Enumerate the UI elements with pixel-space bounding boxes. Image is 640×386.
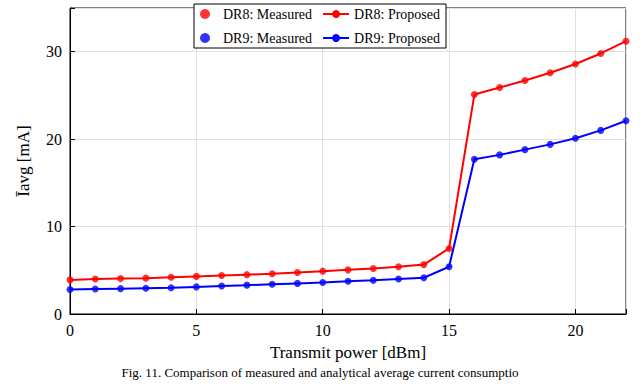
svg-text:0: 0 xyxy=(54,306,62,323)
svg-text:30: 30 xyxy=(46,43,62,60)
svg-text:15: 15 xyxy=(441,322,457,339)
svg-text:DR9: Proposed: DR9: Proposed xyxy=(354,31,440,46)
svg-text:20: 20 xyxy=(567,322,583,339)
svg-text:Fig. 11. Comparison of measure: Fig. 11. Comparison of measured and anal… xyxy=(122,365,519,380)
svg-text:5: 5 xyxy=(192,322,200,339)
svg-text:10: 10 xyxy=(315,322,331,339)
svg-text:DR8: Measured: DR8: Measured xyxy=(223,7,312,22)
svg-text:20: 20 xyxy=(46,131,62,148)
svg-text:Īavg [mA]: Īavg [mA] xyxy=(14,125,33,196)
svg-text:Transmit power [dBm]: Transmit power [dBm] xyxy=(270,343,426,362)
svg-text:0: 0 xyxy=(66,322,74,339)
svg-text:DR8: Proposed: DR8: Proposed xyxy=(354,7,440,22)
svg-text:10: 10 xyxy=(46,218,62,235)
svg-text:DR9: Measured: DR9: Measured xyxy=(223,31,312,46)
